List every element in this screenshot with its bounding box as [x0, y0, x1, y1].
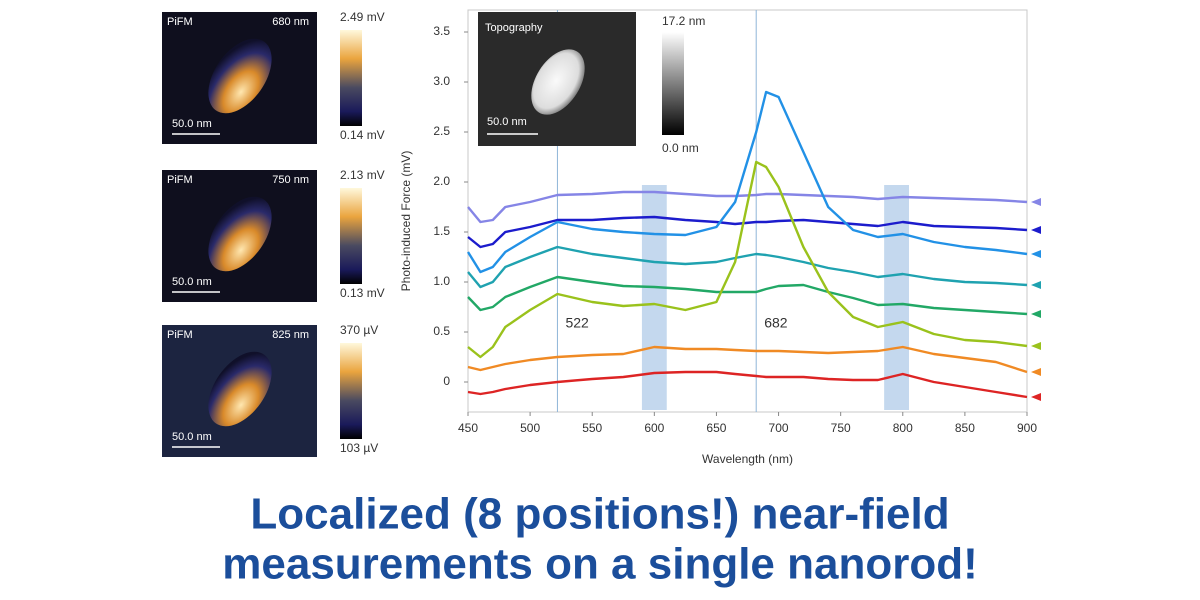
inset-scale-label: 50.0 nm — [487, 116, 527, 128]
topography-rod — [531, 49, 585, 115]
series-line — [467, 245, 1028, 289]
panel-wavelength: 680 nm — [272, 16, 309, 28]
nanorod — [208, 351, 272, 427]
y-tick-label: 2.5 — [433, 124, 450, 138]
y-tick-label: 0 — [443, 374, 450, 388]
plot-frame — [467, 9, 1028, 413]
position-marker — [1031, 281, 1041, 289]
series-line — [467, 160, 1028, 359]
panel-wavelength: 750 nm — [272, 174, 309, 186]
x-tick-label: 450 — [458, 421, 478, 435]
panel-title: PiFM — [167, 174, 193, 186]
x-axis-label: Wavelength (nm) — [702, 452, 793, 466]
headline: Localized (8 positions!) near-field — [250, 490, 949, 539]
headline: measurements on a single nanorod! — [222, 540, 978, 589]
colorbar-min: 0.13 mV — [340, 286, 385, 300]
x-tick-label: 650 — [706, 421, 726, 435]
nanorod — [208, 196, 272, 272]
series-line — [466, 90, 1028, 274]
position-marker — [1031, 342, 1041, 350]
inset-cbar-min: 0.0 nm — [662, 141, 699, 155]
nanorod — [208, 38, 272, 114]
position-marker — [1031, 198, 1041, 206]
colorbar-max: 370 µV — [340, 323, 378, 337]
colorbar-min: 0.14 mV — [340, 128, 385, 142]
pifm-panels: PiFM 680 nm 50.0 nm 2.49 mV 0.14 mV PiFM 750 n… — [162, 10, 385, 457]
series-line — [467, 370, 1028, 399]
reference-label: 522 — [565, 315, 589, 331]
y-tick-label: 1.5 — [433, 224, 450, 238]
series-line — [467, 190, 1028, 224]
y-tick-label: 0.5 — [433, 324, 450, 338]
x-tick-label: 800 — [893, 421, 913, 435]
inset-colorbar — [662, 32, 684, 135]
x-tick-label: 750 — [831, 421, 851, 435]
x-tick-label: 550 — [582, 421, 602, 435]
series-line — [467, 275, 1028, 316]
position-marker — [1031, 393, 1041, 401]
series-line — [467, 215, 1028, 249]
y-tick-label: 1.0 — [433, 274, 450, 288]
colorbar — [340, 188, 362, 284]
colorbar-max: 2.49 mV — [340, 10, 385, 24]
y-tick-label: 3.0 — [433, 74, 450, 88]
x-tick-label: 900 — [1017, 421, 1037, 435]
series-line — [467, 345, 1028, 374]
panel-wavelength: 825 nm — [272, 329, 309, 341]
colorbar — [340, 343, 362, 439]
scale-label: 50.0 nm — [172, 431, 212, 443]
colorbar-max: 2.13 mV — [340, 168, 385, 182]
colorbar-min: 103 µV — [340, 441, 378, 455]
y-tick-label: 3.5 — [433, 24, 450, 38]
x-tick-label: 850 — [955, 421, 975, 435]
panel-title: PiFM — [167, 16, 193, 28]
position-marker — [1031, 226, 1041, 234]
scale-label: 50.0 nm — [172, 118, 212, 130]
reference-label: 682 — [764, 315, 788, 331]
x-tick-label: 700 — [769, 421, 789, 435]
inset-title: Topography — [485, 22, 543, 34]
panel-title: PiFM — [167, 329, 193, 341]
y-tick-label: 2.0 — [433, 174, 450, 188]
colorbar — [340, 30, 362, 126]
x-tick-label: 500 — [520, 421, 540, 435]
position-marker — [1031, 310, 1041, 318]
x-tick-label: 600 — [644, 421, 664, 435]
y-axis-label: Photo-induced Force (mV) — [399, 151, 413, 292]
inset-cbar-max: 17.2 nm — [662, 14, 705, 28]
scale-label: 50.0 nm — [172, 276, 212, 288]
position-marker — [1031, 250, 1041, 258]
position-marker — [1031, 368, 1041, 376]
spectrum-chart: 522 682 0 0.5 1.0 1.5 2.0 2.5 3.0 3.5 450 500 550 600… — [399, 9, 1041, 466]
